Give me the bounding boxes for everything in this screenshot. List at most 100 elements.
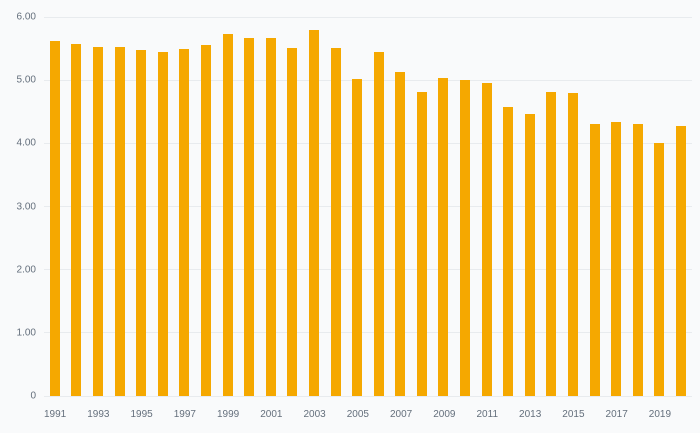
y-tick-label: 3.00 (16, 201, 36, 212)
bar-slot (454, 17, 476, 396)
x-tick-label: 1995 (130, 409, 153, 420)
bar-slot (303, 17, 325, 396)
bar-slot (627, 17, 649, 396)
x-tick-label (110, 409, 131, 423)
bar-2005 (352, 78, 363, 396)
bar-slot (584, 17, 606, 396)
x-tick-label (456, 409, 477, 423)
bar-2016 (589, 124, 600, 396)
gridline (44, 332, 692, 334)
bar-1996 (157, 51, 168, 396)
gridline (44, 269, 692, 271)
gridline (44, 16, 692, 18)
x-tick-label (628, 409, 649, 423)
bar-slot (411, 17, 433, 396)
bar-2011 (481, 83, 492, 396)
x-tick-label: 1999 (217, 409, 240, 420)
bar-slot (476, 17, 498, 396)
x-tick-label (153, 409, 174, 423)
x-tick-label: 2001 (260, 409, 283, 420)
y-tick-label: 4.00 (16, 137, 36, 149)
y-tick-label: 2.00 (16, 264, 36, 276)
x-tick-label (283, 409, 304, 423)
x-tick-label: 2007 (390, 409, 413, 420)
bar-2012 (503, 106, 514, 396)
bar-2003 (308, 30, 319, 396)
x-tick-label (196, 409, 217, 423)
x-tick-label (412, 409, 433, 423)
bar-slot (174, 17, 196, 396)
bar-slot (605, 17, 627, 396)
x-tick-label: 1997 (173, 409, 196, 420)
x-axis: 1991 1993 1995 1997 1999 2001 2003 2005 2007 2009… (44, 409, 692, 423)
y-tick-label: 6.00 (16, 11, 36, 23)
gridline (44, 142, 692, 144)
x-tick-label (541, 409, 562, 423)
x-tick-label: 2011 (476, 409, 499, 420)
bar-slot (195, 17, 217, 396)
bar-slot (541, 17, 563, 396)
bar-1993 (92, 47, 103, 396)
x-tick-label (671, 409, 692, 423)
y-tick-label: 5.00 (16, 74, 36, 86)
bar-2020 (676, 125, 687, 396)
x-tick-label: 2013 (519, 409, 542, 420)
y-tick-label: 1.00 (16, 327, 36, 339)
bar-slot (238, 17, 260, 396)
bar-slot (346, 17, 368, 396)
x-tick-label: 1991 (44, 409, 67, 420)
y-tick-label: 0 (30, 390, 36, 402)
bar-1998 (200, 45, 211, 396)
bar-slot (562, 17, 584, 396)
bar-1991 (49, 41, 60, 396)
gridline (44, 79, 692, 81)
bar-series (44, 17, 692, 396)
bar-2000 (244, 37, 255, 396)
bar-slot (66, 17, 88, 396)
bar-slot (282, 17, 304, 396)
x-tick-label: 2015 (562, 409, 585, 420)
x-tick-label: 2009 (433, 409, 456, 420)
x-tick-label: 2019 (648, 409, 672, 420)
bar-2014 (546, 92, 557, 396)
bar-2013 (524, 114, 535, 396)
bar-slot (519, 17, 541, 396)
gridline (44, 206, 692, 207)
x-tick-label: 1993 (87, 409, 110, 420)
x-tick-label (66, 409, 87, 423)
bar-2006 (373, 52, 384, 396)
bar-slot (130, 17, 152, 396)
bar-2009 (438, 78, 449, 396)
x-tick-label (239, 409, 260, 423)
bar-2018 (632, 123, 643, 396)
bar-slot (497, 17, 519, 396)
bar-slot (44, 17, 66, 396)
x-tick-label (369, 409, 390, 423)
bar-1997 (179, 49, 190, 396)
bar-1995 (136, 49, 147, 396)
bar-slot (649, 17, 671, 396)
bar-2008 (416, 91, 427, 396)
bar-slot (390, 17, 412, 396)
bar-2004 (330, 47, 341, 396)
bar-slot (325, 17, 347, 396)
bar-slot (433, 17, 455, 396)
bar-1992 (71, 44, 82, 396)
bar-2015 (568, 92, 579, 396)
x-tick-label: 2017 (605, 409, 628, 420)
x-tick-label: 2003 (303, 409, 326, 420)
bar-2002 (287, 47, 298, 396)
bar-slot (217, 17, 239, 396)
bar-2019 (654, 143, 665, 396)
bar-1994 (114, 46, 125, 396)
bar-2017 (611, 121, 622, 396)
y-axis: 6.00 5.00 4.00 3.00 2.00 1.00 0 (0, 12, 36, 402)
bar-2010 (460, 80, 471, 396)
bar-slot (87, 17, 109, 396)
bar-slot (670, 17, 692, 396)
x-tick-label (585, 409, 606, 423)
bar-slot (368, 17, 390, 396)
x-tick-label (498, 409, 519, 423)
x-tick-label: 2005 (346, 409, 369, 420)
